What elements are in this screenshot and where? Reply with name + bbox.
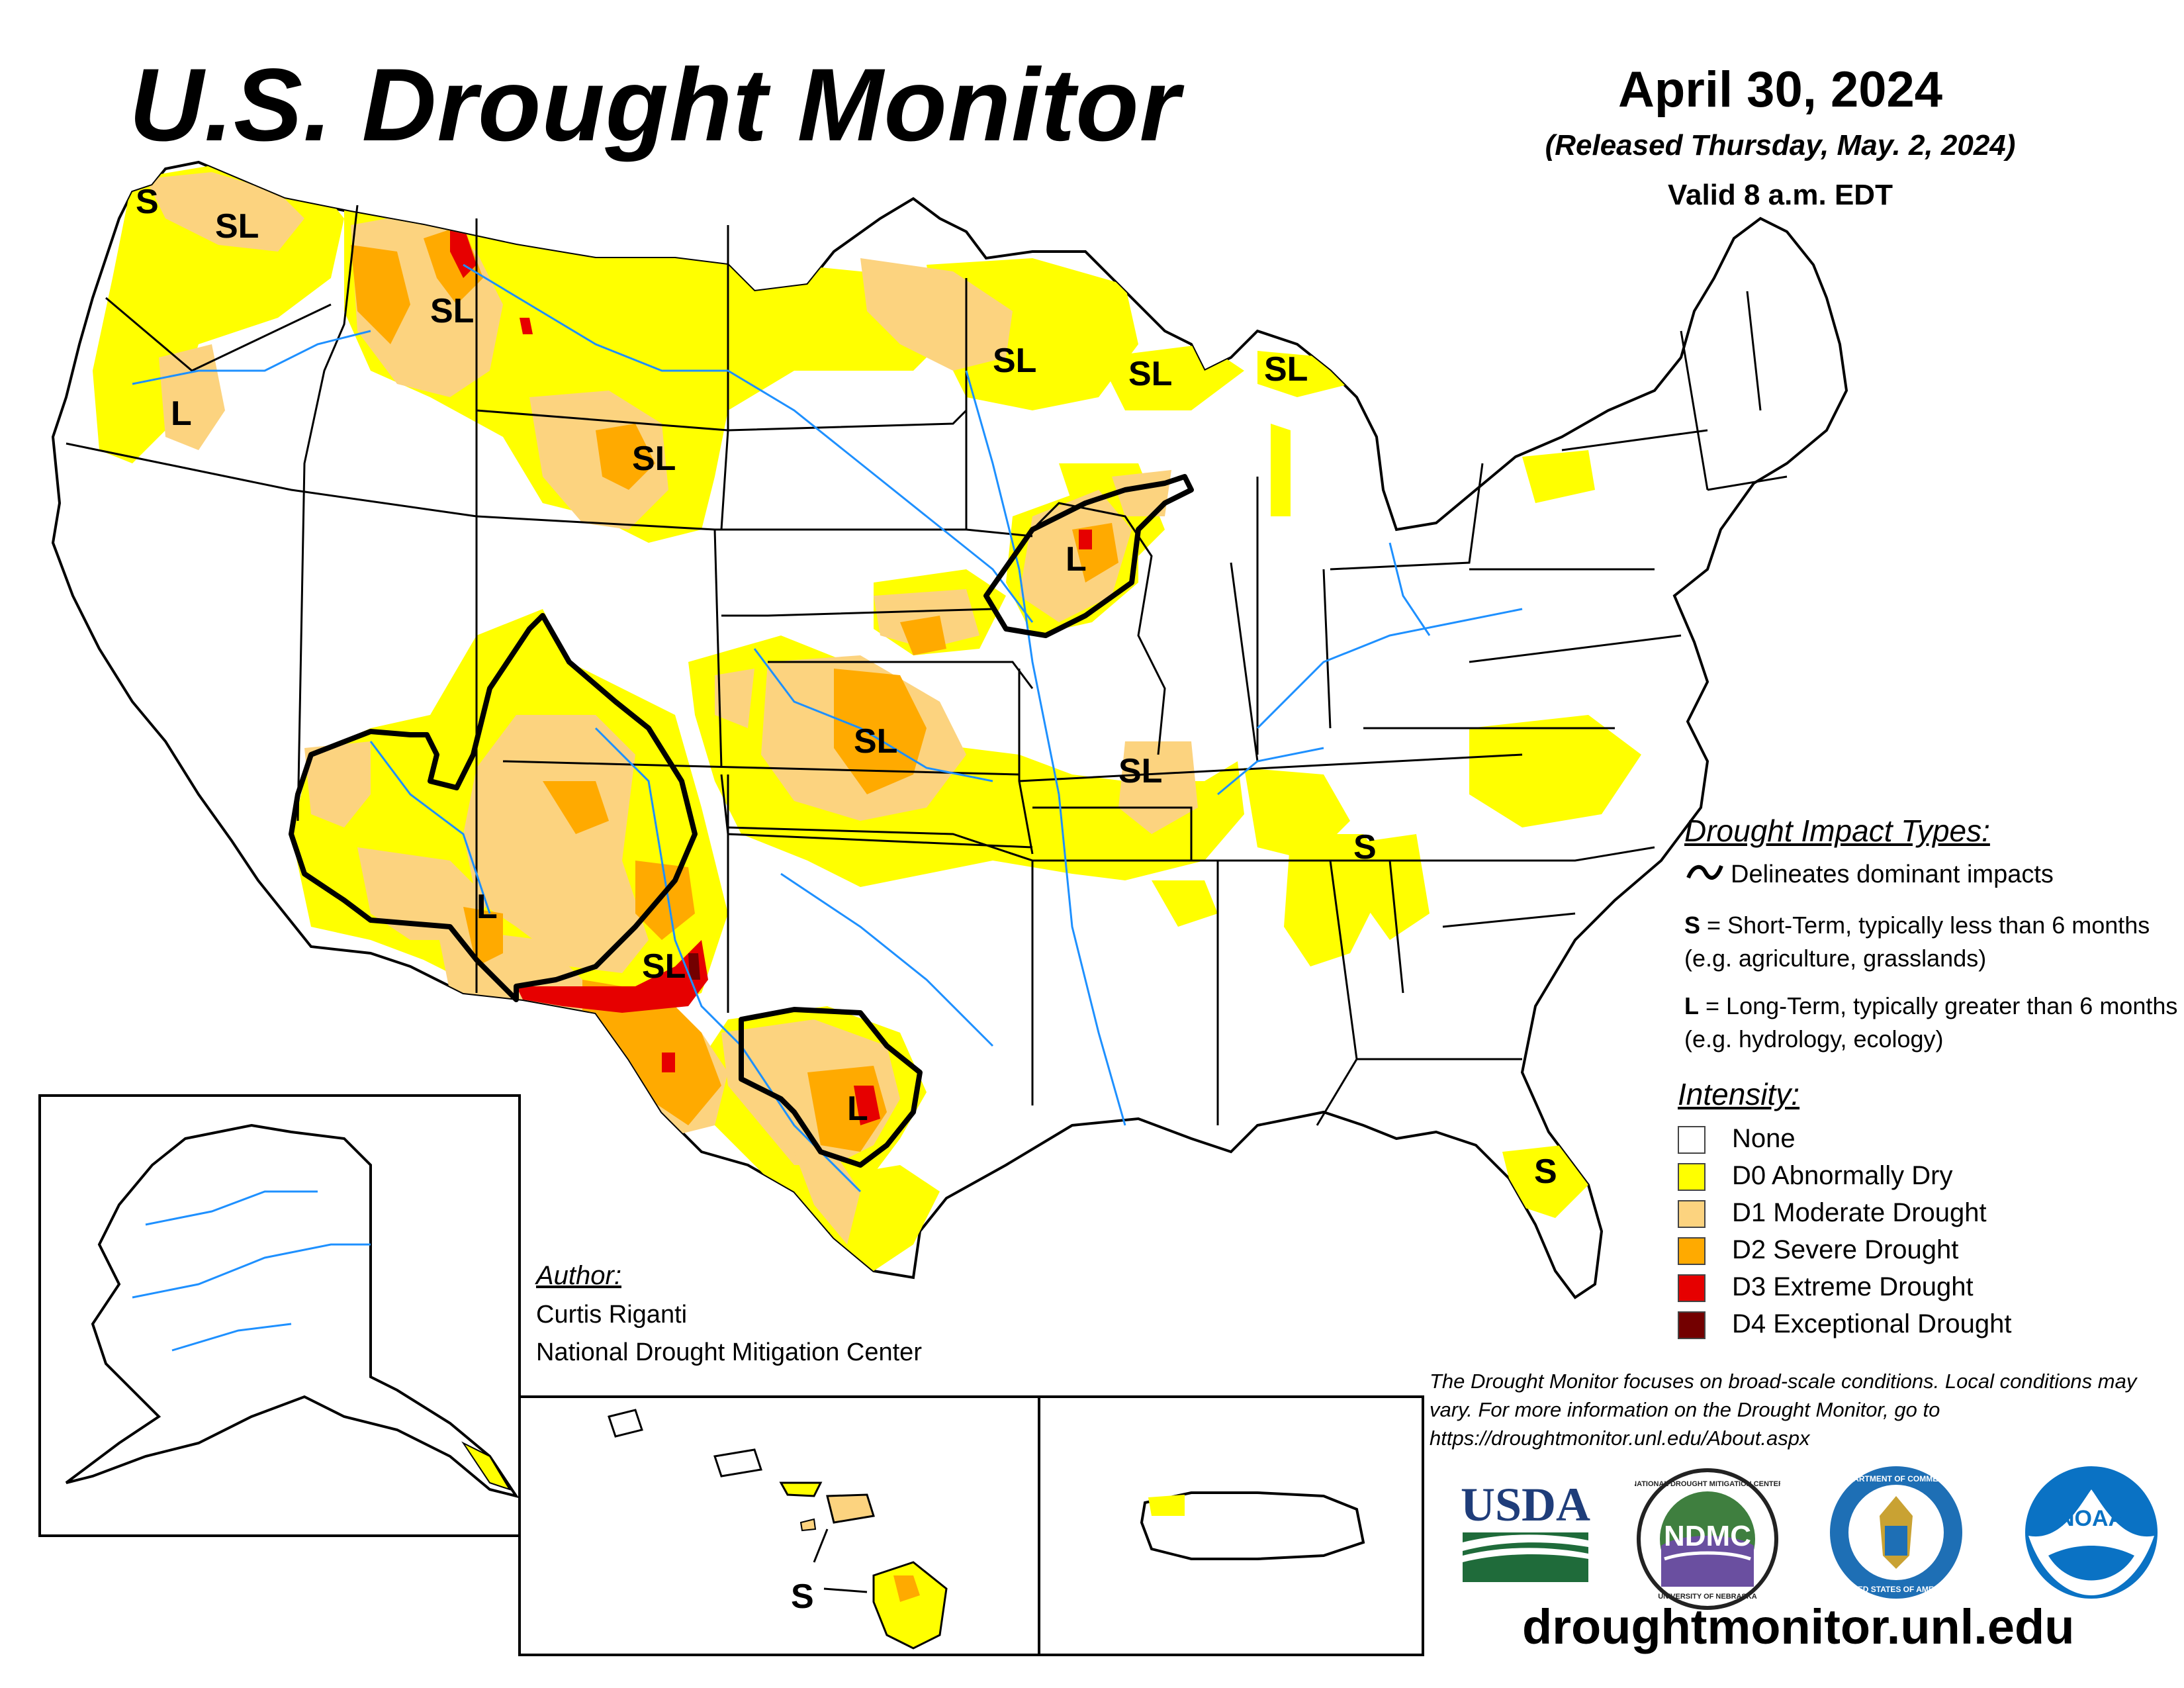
alaska-inset [38,1094,521,1537]
map-label-mn-sl: SL [993,342,1037,380]
map-label-mt-sl: SL [430,292,475,330]
swatch-d1 [1678,1200,1706,1229]
intensity-title: Intensity: [1678,1077,1800,1111]
d3-areas [450,225,1092,1125]
map-label-tx-l: L [847,1090,868,1128]
swatch-d4 [1678,1311,1706,1340]
d4-areas [688,953,700,980]
map-label-wi-sl: SL [1128,355,1173,393]
long-term-legend: L = Long-Term, typically greater than 6 … [1684,990,2184,1056]
hawaii-inset [518,1395,1040,1656]
author-heading: Author: [536,1261,621,1290]
ndmc-ring-top: NATIONAL DROUGHT MITIGATION CENTER [1635,1480,1780,1488]
map-label-wy-sl: SL [632,440,676,478]
swatch-d3 [1678,1274,1706,1303]
legend-item-d0: D0 Abnormally Dry [1678,1159,1952,1192]
impact-line-icon [1686,865,1723,880]
long-term-key: L [1684,992,1699,1019]
swatch-none [1678,1126,1706,1154]
usda-logo: USDA [1456,1478,1595,1585]
impact-types-title: Drought Impact Types: [1684,814,1990,848]
short-term-text: = Short-Term, typically less than 6 mont… [1684,912,2150,972]
legend-label: D2 Severe Drought [1732,1235,1959,1264]
map-label-or-l: L [171,395,192,433]
ndmc-ring-bottom: UNIVERSITY OF NEBRASKA [1658,1593,1757,1601]
rivers [132,263,1523,1193]
usda-logo-text: USDA [1461,1479,1590,1531]
map-title: U.S. Drought Monitor [129,48,1181,163]
map-label-tn-s: S [1353,828,1377,867]
legend-label: D4 Exceptional Drought [1732,1309,2012,1338]
ndmc-logo: NDMC NATIONAL DROUGHT MITIGATION CENTER … [1631,1466,1784,1612]
map-label-hi-s: S [791,1577,814,1616]
short-term-legend: S = Short-Term, typically less than 6 mo… [1684,909,2184,975]
map-label-wa-sl: SL [215,207,259,246]
legend-item-d3: D3 Extreme Drought [1678,1270,1974,1303]
d2-areas [351,225,1118,1152]
website-url[interactable]: droughtmonitor.unl.edu [1522,1599,2075,1654]
puerto-rico-inset [1038,1395,1424,1656]
map-label-ia-l: L [1066,540,1087,579]
short-term-key: S [1684,912,1701,939]
legend-item-d1: D1 Moderate Drought [1678,1196,1987,1229]
legend-label: D0 Abnormally Dry [1732,1161,1953,1190]
usda-logo-graphic: USDA [1461,1478,1590,1582]
legend-label: D3 Extreme Drought [1732,1272,1974,1301]
noaa-logo-text: NOAA [2058,1506,2124,1531]
delineates-label: Delineates dominant impacts [1731,861,2054,888]
disclaimer-text: The Drought Monitor focuses on broad-sca… [1430,1370,2137,1450]
ndmc-logo-text: NDMC [1664,1520,1751,1552]
legend-item-d4: D4 Exceptional Drought [1678,1307,2011,1340]
noaa-logo-graphic: NOAA [2025,1466,2158,1599]
map-label-wa-s: S [136,183,159,221]
release-date: (Released Thursday, May. 2, 2024) [1545,129,2016,162]
map-label-ks-sl: SL [854,722,898,761]
doc-ring-bottom: UNITED STATES OF AMERICA [1839,1585,1954,1594]
legend-item-d2: D2 Severe Drought [1678,1233,1958,1266]
map-label-az-l: L [477,888,498,926]
author-name: Curtis Riganti [536,1301,688,1329]
map-label-nm-sl: SL [642,947,686,986]
author-organization: National Drought Mitigation Center [536,1338,922,1366]
state-borders [66,205,1788,1126]
noaa-logo: NOAA [2022,1463,2161,1602]
delineates-legend-item: Delineates dominant impacts [1684,861,2054,889]
map-label-mi-sl: SL [1264,350,1308,389]
long-term-text: = Long-Term, typically greater than 6 mo… [1684,992,2178,1053]
ndmc-logo-graphic: NDMC NATIONAL DROUGHT MITIGATION CENTER … [1631,1468,1784,1610]
valid-time: Valid 8 a.m. EDT [1668,179,1893,211]
swatch-d0 [1678,1163,1706,1192]
impact-lines [289,474,1194,1168]
doc-seal-graphic: DEPARTMENT OF COMMERCE UNITED STATES OF … [1830,1466,1962,1599]
doc-ring-top: DEPARTMENT OF COMMERCE [1837,1474,1954,1483]
map-label-ar-sl: SL [1118,752,1163,790]
doc-logo: DEPARTMENT OF COMMERCE UNITED STATES OF … [1827,1463,1966,1602]
map-date: April 30, 2024 [1617,62,1943,118]
d1-areas [146,172,1198,1244]
legend-label: None [1732,1124,1796,1153]
legend-item-none: None [1678,1122,1796,1155]
map-label-fl-s: S [1534,1152,1557,1191]
swatch-d2 [1678,1237,1706,1266]
legend-label: D1 Moderate Drought [1732,1198,1987,1227]
